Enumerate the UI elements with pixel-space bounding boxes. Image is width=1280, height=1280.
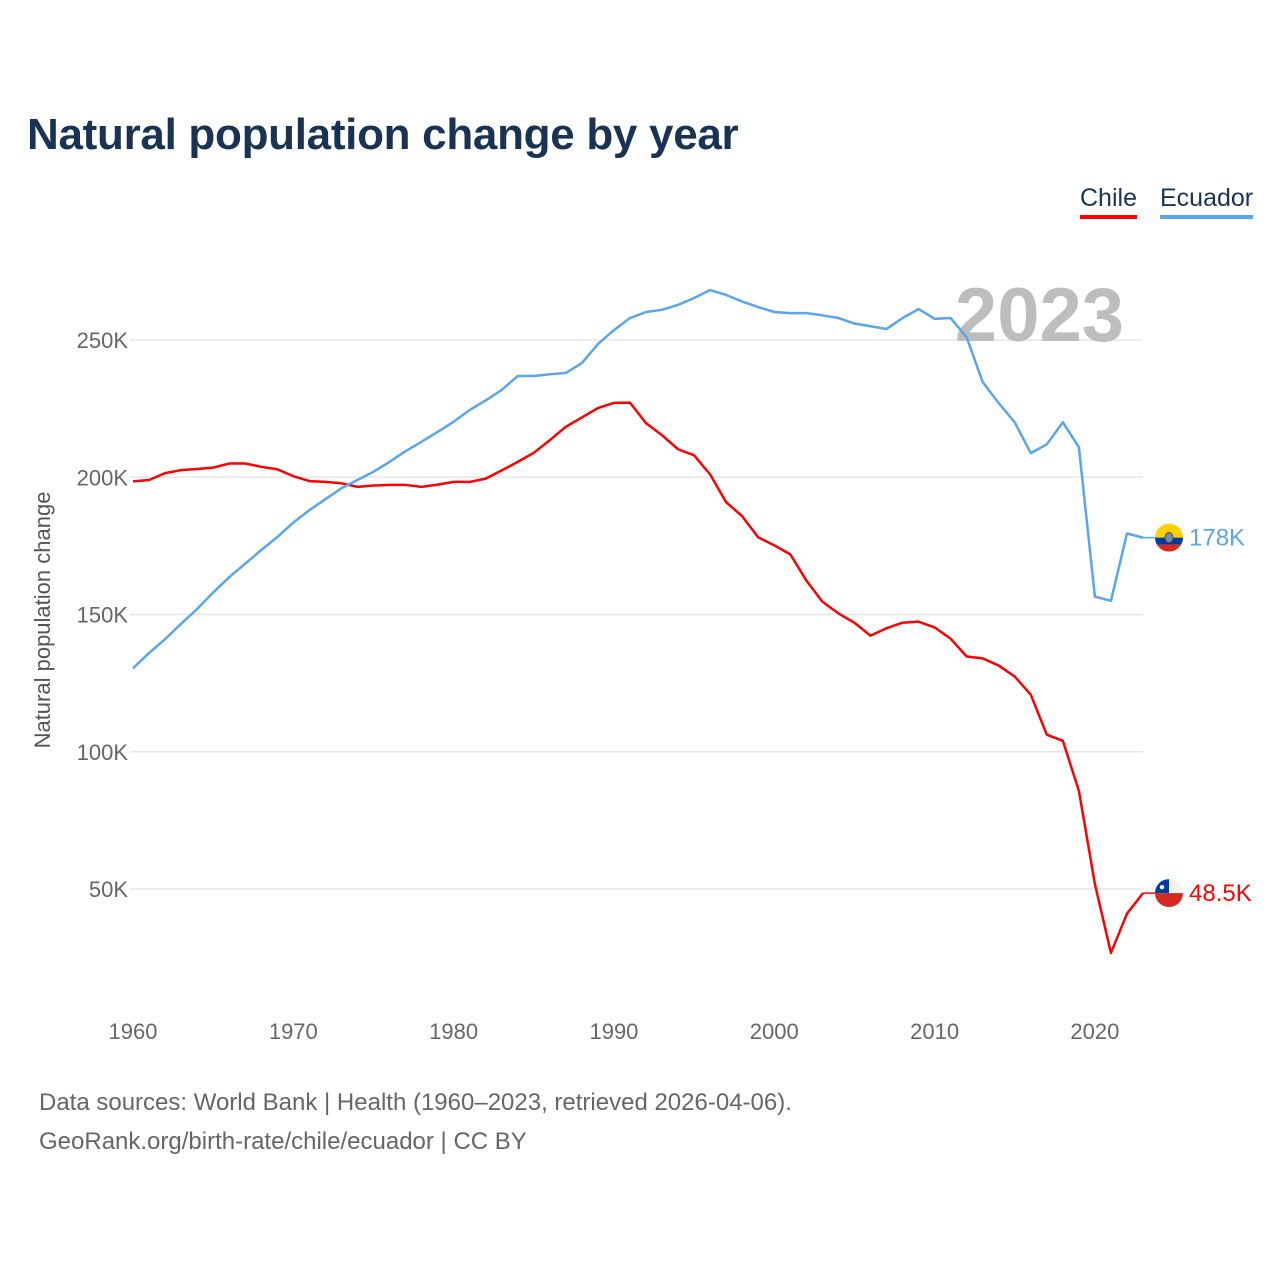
chile-flag-icon (1155, 879, 1183, 908)
end-label-ecuador: 178K (1189, 525, 1245, 552)
y-tick-label: 150K (77, 603, 129, 628)
x-tick-label: 2000 (750, 1019, 799, 1044)
y-tick-label: 100K (77, 740, 129, 765)
y-tick-label: 200K (77, 465, 129, 490)
end-label-chile: 48.5K (1189, 880, 1252, 907)
x-tick-label: 1990 (589, 1019, 638, 1044)
ecuador-flag-icon (1155, 523, 1183, 552)
x-tick-label: 2020 (1070, 1019, 1119, 1044)
footer-sources: Data sources: World Bank | Health (1960–… (39, 1089, 792, 1116)
x-tick-label: 1960 (109, 1019, 158, 1044)
legend-item-ecuador[interactable]: Ecuador (1160, 184, 1254, 219)
footer-credit: GeoRank.org/birth-rate/chile/ecuador | C… (39, 1128, 527, 1155)
series-line-ecuador (132, 288, 1144, 670)
x-tick-label: 2010 (910, 1019, 959, 1044)
chart-title: Natural population change by year (27, 110, 739, 159)
y-tick-label: 250K (77, 328, 129, 353)
year-watermark: 2023 (955, 273, 1124, 358)
legend-item-chile[interactable]: Chile (1080, 184, 1137, 219)
x-tick-label: 1970 (269, 1019, 318, 1044)
x-tick-label: 1980 (429, 1019, 478, 1044)
series-line-chile (132, 401, 1144, 955)
y-tick-label: 50K (89, 877, 128, 902)
